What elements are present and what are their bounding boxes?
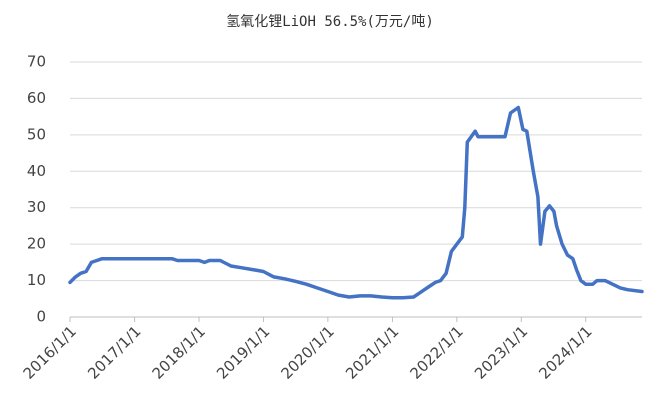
x-tick-label: 2017/1/1 (84, 322, 144, 382)
x-tick-label: 2022/1/1 (407, 322, 467, 382)
x-tick-label: 2021/1/1 (342, 322, 402, 382)
y-tick-label: 60 (27, 89, 46, 107)
x-tick-label: 2018/1/1 (149, 322, 209, 382)
y-tick-label: 70 (27, 53, 46, 71)
y-tick-label: 10 (27, 271, 46, 289)
x-tick-label: 2024/1/1 (535, 322, 595, 382)
x-tick-label: 2016/1/1 (20, 322, 80, 382)
y-tick-label: 0 (36, 308, 46, 326)
x-tick-label: 2023/1/1 (471, 322, 531, 382)
x-tick-label: 2020/1/1 (277, 322, 337, 382)
data-line (68, 105, 644, 300)
x-tick-label: 2019/1/1 (213, 322, 273, 382)
y-tick-label: 40 (27, 162, 46, 180)
y-tick-label: 20 (27, 235, 46, 253)
chart-title: 氢氧化锂LiOH 56.5%(万元/吨) (226, 14, 434, 30)
y-tick-label: 30 (27, 198, 46, 216)
y-tick-label: 50 (27, 125, 46, 143)
